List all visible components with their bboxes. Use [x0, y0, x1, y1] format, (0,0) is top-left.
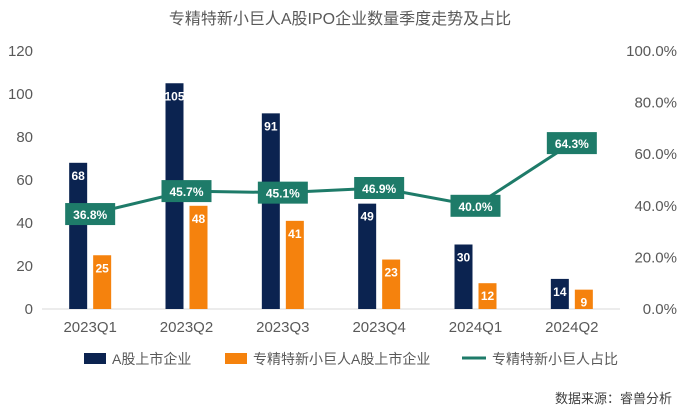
x-tick-label: 2024Q2	[545, 319, 598, 336]
line-label-box	[354, 176, 405, 199]
line-label-box	[65, 203, 116, 226]
line-data-label: 64.3%	[555, 137, 589, 151]
line-label-box	[257, 181, 308, 204]
bar-data-label: 14	[553, 285, 567, 299]
bar-little-giant	[93, 255, 112, 309]
right-tick-label: 20.0%	[634, 249, 677, 266]
bar-data-label: 41	[288, 227, 302, 241]
right-tick-label: 60.0%	[634, 146, 677, 163]
bar-a-share	[358, 203, 377, 309]
x-axis: 2023Q1 2023Q2 2023Q3 2023Q4 2024Q1 2024Q2	[63, 319, 598, 336]
bar-little-giant	[574, 289, 593, 309]
bar-little-giant	[285, 220, 304, 309]
left-axis: 0 20 40 60 80 100 120	[8, 43, 33, 318]
left-tick-label: 120	[8, 43, 33, 60]
bar-data-label: 23	[384, 266, 398, 280]
bar-a-share	[550, 278, 569, 309]
line-data-label: 45.7%	[169, 185, 203, 199]
bar-a-share	[454, 244, 473, 309]
legend-swatch	[225, 353, 247, 364]
legend: A股上市企业 专精特新小巨人A股上市企业 专精特新小巨人占比	[84, 351, 618, 367]
ratio-line: 36.8% 45.7% 45.1% 46.9% 40.0% 64.3%	[65, 132, 597, 226]
line-data-label: 36.8%	[73, 208, 107, 222]
chart-title: 专精特新小巨人A股IPO企业数量季度走势及占比	[169, 10, 511, 28]
bar-data-label: 68	[71, 169, 85, 183]
line-data-label: 45.1%	[266, 187, 300, 201]
bar-data-label: 48	[192, 212, 206, 226]
bar-data-label: 30	[457, 251, 471, 265]
right-tick-label: 100.0%	[626, 43, 677, 60]
line-label-box	[450, 194, 501, 217]
bar-data-label: 49	[360, 210, 374, 224]
line-data-label: 46.9%	[362, 182, 396, 196]
bar-a-share	[261, 113, 280, 309]
right-tick-label: 0.0%	[643, 301, 677, 318]
left-tick-label: 40	[16, 215, 33, 232]
line-label-box	[161, 180, 212, 203]
bar-little-giant	[478, 283, 497, 309]
bars: 68 105 91 49 30 14 25 48 41 23 12 9	[69, 83, 593, 310]
x-tick-label: 2023Q1	[63, 319, 116, 336]
bar-little-giant	[382, 259, 401, 309]
left-tick-label: 20	[16, 258, 33, 275]
line-data-label: 40.0%	[458, 200, 492, 214]
x-tick-label: 2023Q4	[352, 319, 405, 336]
bar-little-giant	[189, 205, 208, 309]
bar-data-label: 12	[481, 289, 495, 303]
source-note: 数据来源：睿兽分析	[555, 391, 672, 406]
bar-a-share	[69, 162, 88, 309]
left-tick-label: 80	[16, 129, 33, 146]
bar-data-label: 25	[95, 261, 109, 275]
right-tick-label: 80.0%	[634, 95, 677, 112]
line-label-box	[546, 132, 597, 155]
bar-data-label: 105	[164, 89, 184, 103]
left-tick-label: 0	[25, 301, 33, 318]
bar-data-label: 91	[264, 119, 278, 133]
legend-label: 专精特新小巨人占比	[492, 351, 618, 367]
legend-label: 专精特新小巨人A股上市企业	[253, 351, 430, 367]
right-axis: 0.0% 20.0% 40.0% 60.0% 80.0% 100.0%	[626, 43, 677, 318]
x-tick-label: 2023Q2	[160, 319, 213, 336]
left-tick-label: 100	[8, 86, 33, 103]
left-tick-label: 60	[16, 172, 33, 189]
bar-data-label: 9	[580, 296, 587, 310]
x-tick-label: 2023Q3	[256, 319, 309, 336]
x-tick-label: 2024Q1	[449, 319, 502, 336]
right-tick-label: 40.0%	[634, 198, 677, 215]
legend-swatch	[84, 353, 106, 364]
legend-label: A股上市企业	[112, 351, 191, 367]
